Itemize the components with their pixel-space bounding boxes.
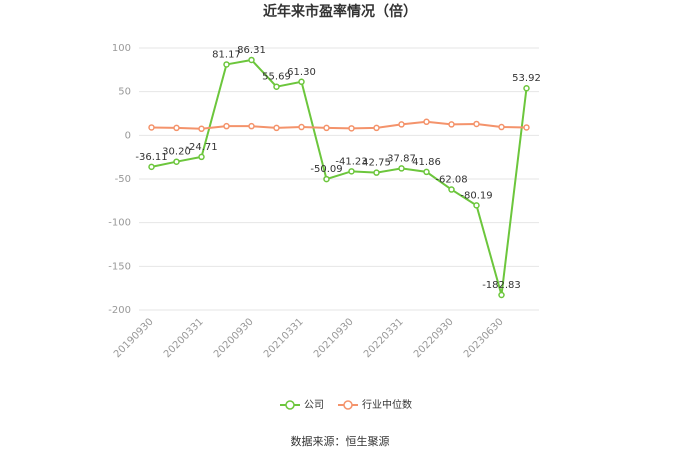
- x-tick-label: 20200930: [212, 316, 256, 360]
- point: [198, 153, 205, 161]
- x-tick-label: 20210930: [312, 316, 356, 360]
- data-label: 37.87: [387, 153, 416, 164]
- point: [273, 83, 280, 90]
- data-label: -41.23: [335, 156, 367, 167]
- data-label: 61.30: [287, 67, 316, 78]
- data-label: -36.11: [135, 152, 167, 163]
- point: [348, 125, 355, 132]
- data-label: 55.69: [262, 72, 291, 83]
- data-label: -62.08: [435, 175, 467, 186]
- data-label: -50.09: [310, 164, 342, 175]
- y-tick-label: 0: [125, 130, 131, 141]
- point: [373, 124, 380, 132]
- point: [423, 168, 430, 176]
- legend-label: 行业中位数: [362, 398, 412, 411]
- point: [348, 168, 355, 175]
- y-tick-label: 100: [112, 43, 131, 54]
- y-tick-label: 50: [118, 87, 131, 98]
- data-label: 41.86: [412, 157, 441, 168]
- point: [323, 175, 330, 183]
- y-tick-label: -100: [108, 218, 131, 229]
- point: [473, 120, 480, 128]
- legend-marker: [285, 400, 295, 410]
- point: [223, 61, 230, 68]
- point: [448, 121, 455, 128]
- y-tick-label: -200: [108, 305, 131, 316]
- x-tick-label: 20230630: [462, 316, 506, 360]
- legend-label: 公司: [304, 400, 324, 411]
- point: [273, 124, 280, 132]
- point: [523, 84, 530, 92]
- x-tick-label: 20200331: [162, 316, 206, 360]
- data-label: 86.31: [237, 45, 266, 56]
- x-tick-label: 20220331: [362, 316, 406, 360]
- point: [498, 123, 505, 131]
- data-label: -182.83: [482, 280, 521, 291]
- point: [398, 121, 405, 128]
- point: [148, 124, 155, 131]
- point: [323, 124, 330, 132]
- data-label: -80.19: [460, 190, 492, 201]
- data-label: 81.17: [212, 49, 241, 60]
- x-tick-label: 20220930: [412, 316, 456, 360]
- data-label: -24.71: [185, 142, 217, 153]
- point: [298, 123, 305, 131]
- x-tick-label: 20190930: [112, 316, 156, 360]
- point: [423, 118, 430, 126]
- point: [498, 291, 505, 299]
- x-tick-label: 20210331: [262, 316, 306, 360]
- chart-title: 近年来市盈率情况（倍）: [263, 3, 417, 20]
- data-label: 30.20: [162, 147, 191, 158]
- series-line: [151, 120, 527, 130]
- point: [173, 158, 180, 165]
- point: [523, 124, 530, 131]
- point: [398, 165, 405, 172]
- point: [248, 56, 255, 64]
- source: 数据来源：恒生聚源: [291, 434, 390, 448]
- legend-marker: [343, 400, 353, 410]
- point: [198, 125, 205, 133]
- point: [473, 202, 480, 209]
- point: [148, 163, 155, 171]
- point: [223, 122, 230, 130]
- data-label: 53.92: [512, 73, 541, 84]
- point: [298, 78, 305, 86]
- series-line: [151, 58, 528, 296]
- data-label: 42.75: [362, 158, 391, 169]
- point: [248, 122, 255, 130]
- point: [448, 186, 455, 193]
- y-tick-label: -150: [108, 261, 131, 272]
- point: [373, 169, 380, 176]
- point: [173, 124, 180, 132]
- y-tick-label: -50: [115, 174, 131, 185]
